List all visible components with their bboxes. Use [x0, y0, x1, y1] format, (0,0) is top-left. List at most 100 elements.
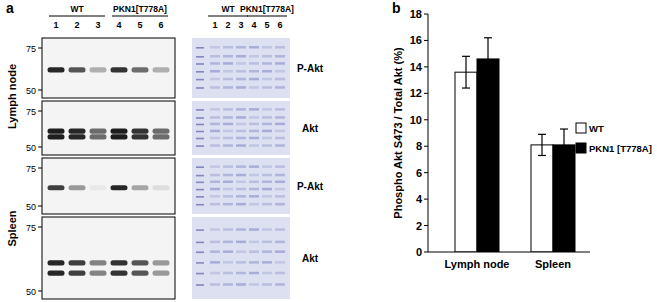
- error-cap: [538, 155, 546, 156]
- coomassie-band: [236, 55, 246, 58]
- coomassie-band: [236, 130, 246, 133]
- y-tick: [424, 40, 428, 41]
- coomassie-band: [262, 116, 272, 119]
- coomassie-band: [249, 130, 259, 133]
- band: [69, 129, 86, 134]
- error-line: [465, 56, 466, 88]
- marker-label: 75: [26, 164, 36, 174]
- coomassie-band: [262, 46, 272, 49]
- coomassie-band: [236, 62, 246, 64]
- band: [90, 129, 107, 134]
- y-tick-label: 0: [416, 246, 422, 258]
- error-cap: [484, 80, 492, 81]
- ladder-band: [196, 166, 204, 168]
- coomassie-band: [249, 116, 259, 119]
- blot-row-label: P-Akt: [297, 181, 324, 192]
- coomassie-band: [223, 123, 233, 126]
- coomassie-band: [262, 86, 272, 89]
- coomassie-band: [249, 174, 259, 177]
- coomassie-band: [262, 70, 272, 73]
- coomassie-band: [236, 188, 246, 191]
- coomassie-band: [210, 130, 220, 133]
- coomassie-band: [275, 228, 285, 231]
- coomassie-band: [210, 181, 220, 184]
- legend-label: WT: [589, 123, 604, 134]
- band: [132, 129, 149, 134]
- coomassie-band: [275, 55, 285, 58]
- gel-group-label: PKN1[T778A]: [240, 4, 294, 14]
- gel-group-label: WT: [221, 4, 235, 14]
- legend-swatch: [576, 143, 586, 153]
- legend-swatch: [576, 123, 586, 133]
- gel-lane-number: 3: [238, 20, 243, 30]
- bar: [455, 72, 477, 252]
- band: [90, 270, 107, 275]
- y-tick-label: 18: [410, 8, 422, 20]
- coomassie-band: [262, 108, 272, 111]
- coomassie-band: [275, 123, 285, 126]
- coomassie-band: [236, 78, 246, 81]
- blot-lane-number: 2: [74, 20, 79, 30]
- coomassie-gel: [192, 38, 290, 98]
- band: [153, 185, 170, 190]
- coomassie-band: [262, 62, 272, 64]
- x-tick-label: Spleen: [535, 258, 571, 270]
- ladder-band: [196, 196, 204, 198]
- ladder-band: [196, 204, 204, 206]
- blot-row-label: Akt: [302, 123, 319, 134]
- band: [153, 134, 170, 139]
- coomassie-band: [275, 46, 285, 49]
- ladder-band: [196, 138, 204, 140]
- coomassie-band: [275, 70, 285, 73]
- coomassie-band: [262, 261, 272, 264]
- bar: [553, 145, 575, 252]
- blot-group-line: [49, 16, 105, 17]
- y-tick-label: 4: [416, 193, 423, 205]
- ladder-band: [196, 87, 204, 89]
- blot-lane-number: 5: [137, 20, 142, 30]
- coomassie-band: [223, 261, 233, 264]
- coomassie-band: [275, 174, 285, 177]
- y-tick: [424, 119, 428, 120]
- coomassie-band: [210, 55, 220, 58]
- tissue-label: Spleen: [6, 210, 18, 246]
- band: [48, 185, 65, 190]
- coomassie-band: [236, 203, 246, 206]
- coomassie-band: [275, 272, 285, 275]
- marker-tick: [38, 206, 42, 207]
- bar: [531, 145, 553, 252]
- coomassie-band: [223, 70, 233, 73]
- coomassie-band: [210, 250, 220, 253]
- band: [111, 134, 128, 139]
- coomassie-band: [262, 188, 272, 191]
- coomassie-band: [223, 181, 233, 184]
- coomassie-gel: [192, 158, 290, 214]
- coomassie-band: [262, 203, 272, 206]
- band: [48, 134, 65, 139]
- gel-lane-number: 4: [251, 20, 256, 30]
- coomassie-band: [223, 165, 233, 168]
- coomassie-band: [210, 108, 220, 111]
- error-line: [563, 129, 564, 161]
- coomassie-band: [236, 165, 246, 168]
- coomassie-band: [236, 70, 246, 73]
- panel-label: b: [392, 0, 401, 16]
- ladder-band: [196, 131, 204, 133]
- panel-label: a: [6, 0, 14, 16]
- coomassie-band: [262, 272, 272, 275]
- coomassie-band: [223, 62, 233, 64]
- ladder-band: [196, 124, 204, 126]
- coomassie-band: [210, 46, 220, 49]
- coomassie-band: [275, 181, 285, 184]
- y-tick: [424, 14, 428, 15]
- coomassie-band: [275, 203, 285, 206]
- ladder-band: [196, 117, 204, 119]
- coomassie-band: [210, 137, 220, 140]
- coomassie-band: [223, 203, 233, 206]
- tissue-label: Lymph node: [6, 64, 18, 129]
- y-tick-label: 8: [416, 140, 422, 152]
- error-cap: [560, 160, 568, 161]
- error-bar: [538, 134, 546, 155]
- band: [90, 260, 107, 265]
- blot-lane-number: 6: [158, 20, 163, 30]
